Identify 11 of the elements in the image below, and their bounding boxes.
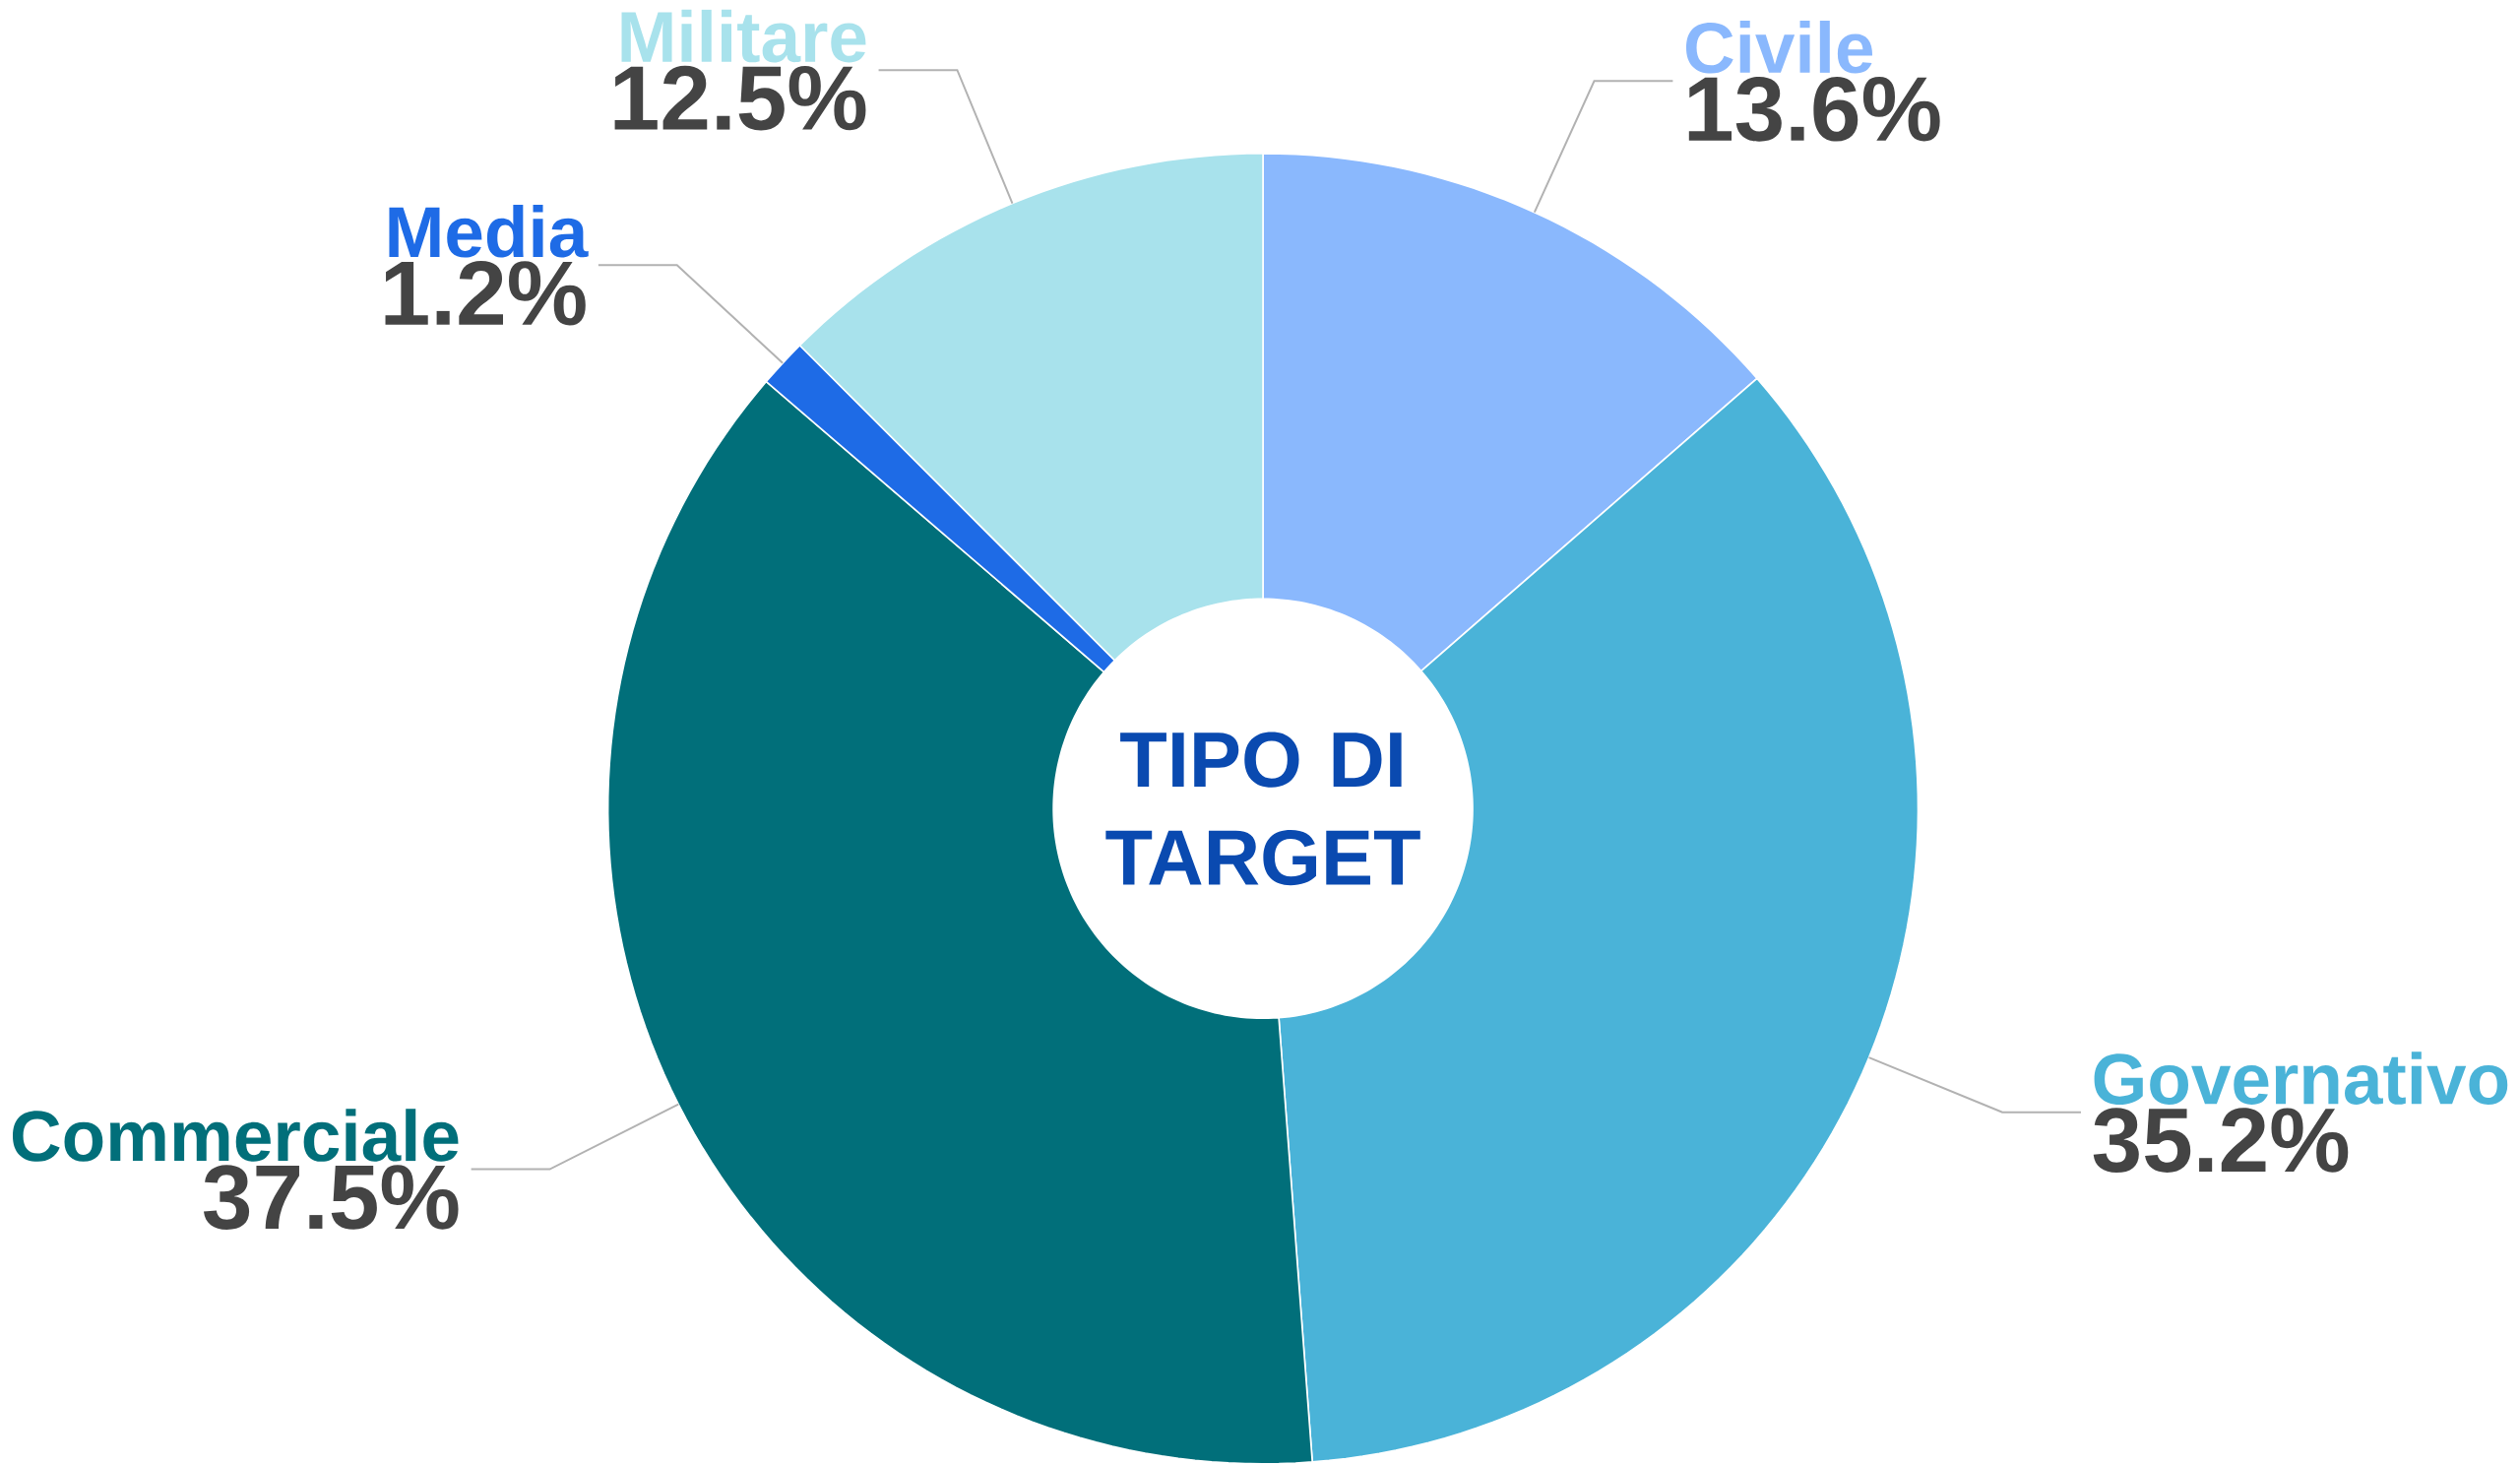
slice-label: Civile	[1686, 21, 1873, 74]
slice-label: Media	[389, 205, 589, 258]
data-label: 37.5%	[203, 1165, 459, 1231]
data-label: 35.2%	[2093, 1108, 2349, 1174]
data-label: 13.6%	[1688, 77, 1940, 142]
slice-label: Militare	[621, 10, 866, 63]
slice-label: Commerciale	[12, 1109, 459, 1162]
data-label: 1.2%	[385, 261, 586, 326]
slice-label: Governativo	[2094, 1051, 2508, 1106]
data-label: 12.5%	[614, 65, 866, 131]
text: TIPO DI TARGET	[1105, 732, 1420, 886]
